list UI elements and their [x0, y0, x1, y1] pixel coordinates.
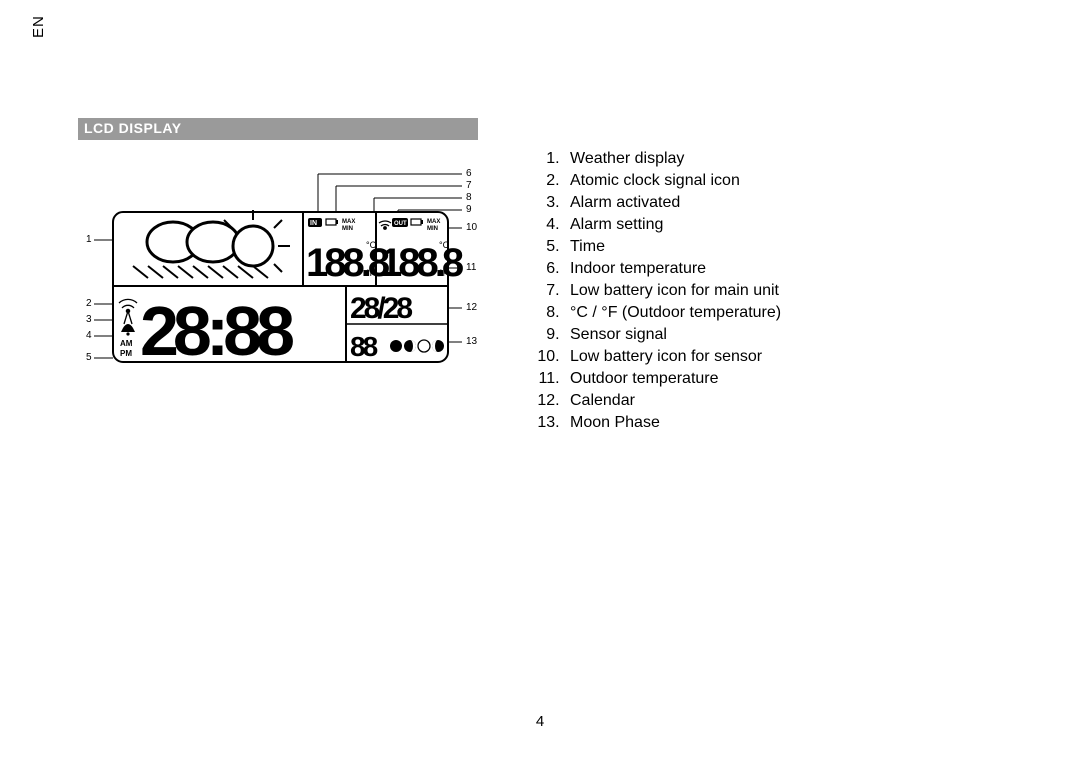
page-number: 4: [0, 713, 1080, 730]
callout-right-13: 13: [466, 336, 477, 347]
legend-item: Low battery icon for sensor: [564, 346, 781, 368]
time-digits: 28:88: [140, 292, 293, 370]
callout-right-8: 8: [466, 192, 472, 203]
callout-left-1: 1: [86, 234, 92, 245]
svg-text:MIN: MIN: [342, 226, 353, 232]
section-header: LCD DISPLAY: [78, 118, 478, 140]
svg-text:MAX: MAX: [342, 219, 355, 225]
legend-item: Moon Phase: [564, 412, 781, 434]
callout-right-10: 10: [466, 222, 477, 233]
lcd-diagram: 1 2 3 4 5 6 7 8 9 10 11 12 13: [78, 170, 478, 390]
callout-right-12: 12: [466, 302, 477, 313]
language-tag: EN: [30, 15, 47, 38]
legend-item: Alarm activated: [564, 192, 781, 214]
svg-text:IN: IN: [310, 220, 317, 227]
callout-right-9: 9: [466, 204, 472, 215]
svg-text:°F: °F: [439, 268, 449, 278]
lcd-svg: IN MAX MIN OUT MAX MIN 188.8 °C °F 188.8…: [78, 170, 478, 390]
legend-item: Calendar: [564, 390, 781, 412]
callout-left-4: 4: [86, 330, 92, 341]
callout-left-5: 5: [86, 352, 92, 363]
svg-text:OUT: OUT: [394, 221, 407, 227]
svg-text:°F: °F: [366, 268, 376, 278]
legend-item: Time: [564, 236, 781, 258]
svg-text:MAX: MAX: [427, 219, 440, 225]
legend-item: Atomic clock signal icon: [564, 170, 781, 192]
legend-item: Low battery icon for main unit: [564, 280, 781, 302]
callout-right-7: 7: [466, 180, 472, 191]
legend-item: °C / °F (Outdoor temperature): [564, 302, 781, 324]
legend-item: Alarm setting: [564, 214, 781, 236]
am-label: AM: [120, 339, 133, 348]
legend-item: Outdoor temperature: [564, 368, 781, 390]
indoor-temp-digits: 188.8: [306, 241, 390, 285]
legend-item: Indoor temperature: [564, 258, 781, 280]
year-digits: 88: [350, 331, 378, 362]
callout-right-11: 11: [466, 262, 476, 273]
date-digits: 28/28: [350, 292, 412, 325]
svg-text:°C: °C: [439, 240, 450, 250]
callout-left-3: 3: [86, 314, 92, 325]
legend-item: Sensor signal: [564, 324, 781, 346]
callout-right-6: 6: [466, 168, 472, 179]
outdoor-temp-digits: 188.8: [380, 241, 464, 285]
legend-item: Weather display: [564, 148, 781, 170]
svg-text:°C: °C: [366, 240, 377, 250]
pm-label: PM: [120, 349, 132, 358]
svg-text:MIN: MIN: [427, 226, 438, 232]
callout-left-2: 2: [86, 298, 92, 309]
legend-list: Weather display Atomic clock signal icon…: [536, 148, 781, 434]
